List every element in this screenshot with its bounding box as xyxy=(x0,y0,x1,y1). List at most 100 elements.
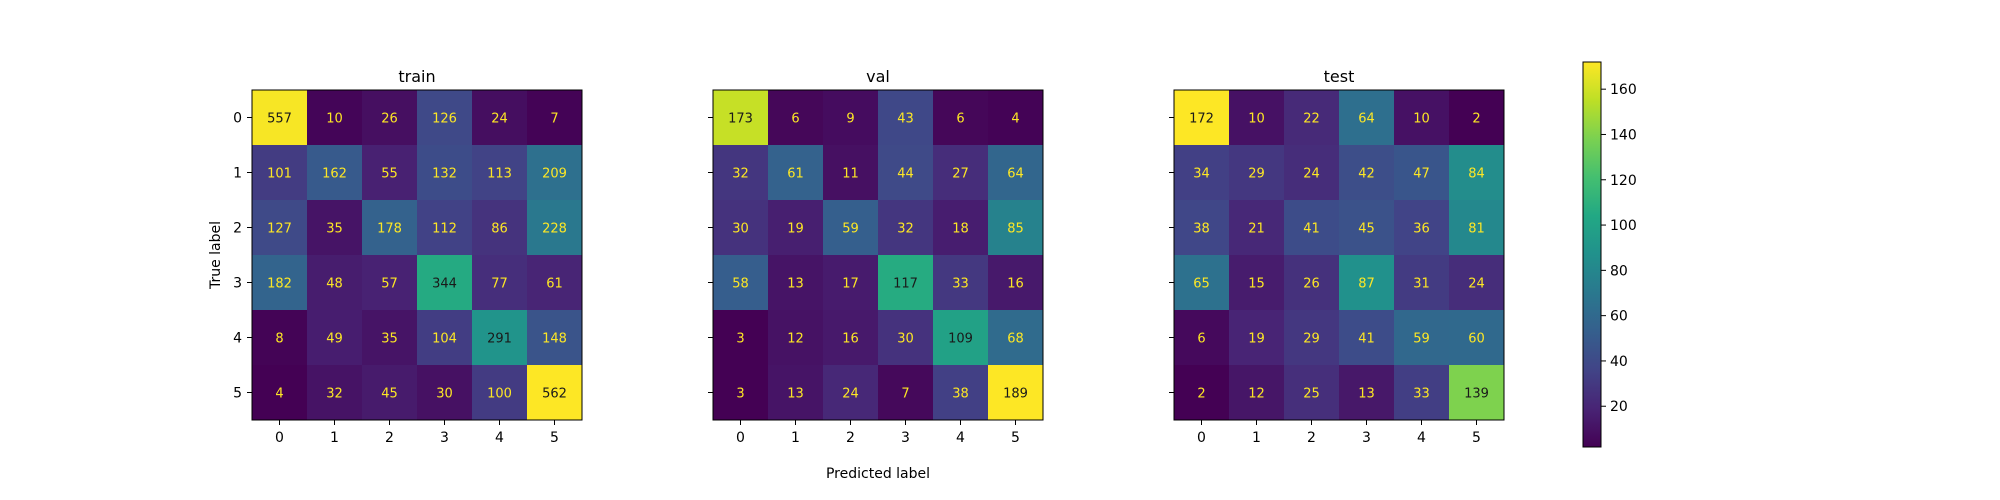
heatmap-cell xyxy=(988,255,1044,311)
heatmap-cell xyxy=(307,145,363,201)
heatmap-cell xyxy=(307,310,363,366)
heatmap-cell xyxy=(823,145,879,201)
cell-value-label: 35 xyxy=(326,222,343,237)
cell-value-label: 113 xyxy=(487,167,512,182)
x-tick-label: 0 xyxy=(1197,430,1206,446)
cell-value-label: 33 xyxy=(952,277,969,292)
cell-value-label: 25 xyxy=(1303,387,1320,402)
heatmap-cell xyxy=(527,145,583,201)
heatmap-cell xyxy=(417,255,473,311)
heatmap-cell xyxy=(252,365,308,421)
cell-value-label: 109 xyxy=(948,332,973,347)
x-tick-label: 5 xyxy=(1472,430,1481,446)
panel-title: val xyxy=(866,67,890,86)
heatmap-cell xyxy=(472,365,528,421)
cell-value-label: 24 xyxy=(491,112,508,127)
heatmap-cell xyxy=(252,310,308,366)
cell-value-label: 30 xyxy=(436,387,453,402)
cell-value-label: 59 xyxy=(842,222,859,237)
heatmap-cell xyxy=(1284,255,1340,311)
heatmap-cell xyxy=(362,365,418,421)
heatmap-cell xyxy=(1284,310,1340,366)
heatmap-cell xyxy=(527,90,583,146)
cell-value-label: 291 xyxy=(487,332,512,347)
heatmap-cell xyxy=(1229,90,1285,146)
cell-value-label: 3 xyxy=(736,387,744,402)
cell-value-label: 182 xyxy=(267,277,292,292)
heatmap-cell xyxy=(307,255,363,311)
cell-value-label: 100 xyxy=(487,387,512,402)
heatmap-cell xyxy=(252,255,308,311)
cell-value-label: 117 xyxy=(893,277,918,292)
heatmap-cell xyxy=(823,200,879,256)
x-tick-label: 3 xyxy=(440,430,449,446)
heatmap-cell xyxy=(472,90,528,146)
cell-value-label: 19 xyxy=(1248,332,1265,347)
heatmap-cell xyxy=(1449,145,1505,201)
heatmap-cell xyxy=(527,255,583,311)
cell-value-label: 13 xyxy=(787,387,804,402)
heatmap-cell xyxy=(1284,90,1340,146)
cell-value-label: 77 xyxy=(491,277,508,292)
heatmap-cell xyxy=(988,365,1044,421)
cell-value-label: 10 xyxy=(326,112,343,127)
heatmap-cell xyxy=(307,90,363,146)
cell-value-label: 34 xyxy=(1193,167,1210,182)
heatmap-cell xyxy=(933,145,989,201)
y-tick-label: 5 xyxy=(233,386,242,402)
cell-value-label: 4 xyxy=(275,387,283,402)
heatmap-cell xyxy=(1284,145,1340,201)
heatmap-cell xyxy=(417,145,473,201)
heatmap-cell xyxy=(1174,90,1230,146)
cell-value-label: 139 xyxy=(1464,387,1489,402)
cell-value-label: 60 xyxy=(1468,332,1485,347)
heatmap-cell xyxy=(1174,255,1230,311)
cell-value-label: 48 xyxy=(326,277,343,292)
heatmap-cell xyxy=(252,145,308,201)
heatmap-cell xyxy=(1449,200,1505,256)
heatmap-cell xyxy=(1449,90,1505,146)
cell-value-label: 13 xyxy=(1358,387,1375,402)
y-tick-label: 1 xyxy=(233,166,242,182)
colorbar-tick-label: 120 xyxy=(1610,173,1637,189)
heatmap-cell xyxy=(768,145,824,201)
cell-value-label: 30 xyxy=(897,332,914,347)
cell-value-label: 41 xyxy=(1303,222,1320,237)
heatmap-cell xyxy=(768,255,824,311)
cell-value-label: 24 xyxy=(1303,167,1320,182)
cell-value-label: 87 xyxy=(1358,277,1375,292)
cell-value-label: 43 xyxy=(897,112,914,127)
heatmap-cell xyxy=(1449,365,1505,421)
heatmap-cell xyxy=(823,310,879,366)
heatmap-cell xyxy=(1339,145,1395,201)
x-axis-label: Predicted label xyxy=(826,466,930,482)
heatmap-cell xyxy=(713,200,769,256)
heatmap-cell xyxy=(878,255,934,311)
cell-value-label: 104 xyxy=(432,332,457,347)
heatmap-cell xyxy=(527,310,583,366)
panel-title: test xyxy=(1324,67,1355,86)
cell-value-label: 55 xyxy=(381,167,398,182)
cell-value-label: 29 xyxy=(1248,167,1265,182)
heatmap-cell xyxy=(823,365,879,421)
cell-value-label: 2 xyxy=(1472,112,1480,127)
cell-value-label: 8 xyxy=(275,332,283,347)
cell-value-label: 59 xyxy=(1413,332,1430,347)
heatmap-cell xyxy=(1394,255,1450,311)
heatmap-cell xyxy=(307,200,363,256)
cell-value-label: 61 xyxy=(787,167,804,182)
cell-value-label: 209 xyxy=(542,167,567,182)
x-tick-label: 2 xyxy=(1307,430,1316,446)
cell-value-label: 36 xyxy=(1413,222,1430,237)
heatmap-cell xyxy=(1394,145,1450,201)
cell-value-label: 44 xyxy=(897,167,914,182)
cell-value-label: 41 xyxy=(1358,332,1375,347)
cell-value-label: 85 xyxy=(1007,222,1024,237)
heatmap-cell xyxy=(472,200,528,256)
heatmap-cell xyxy=(1284,200,1340,256)
heatmap-cell xyxy=(823,255,879,311)
cell-value-label: 132 xyxy=(432,167,457,182)
colorbar-tick-label: 20 xyxy=(1610,399,1628,415)
